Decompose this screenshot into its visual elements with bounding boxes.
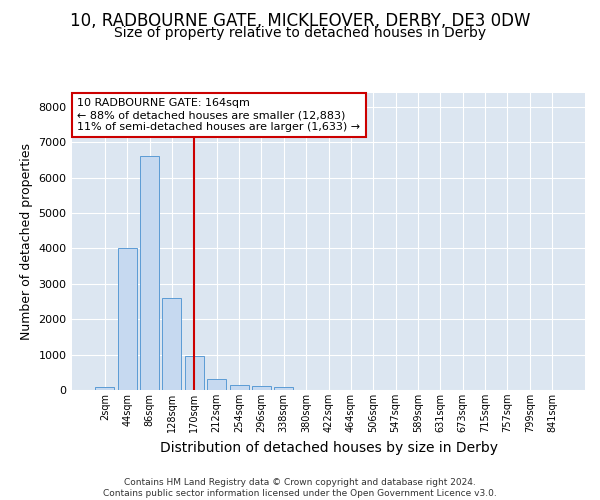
Bar: [140, 156, 159, 390]
Bar: [274, 386, 293, 390]
Text: Contains HM Land Registry data © Crown copyright and database right 2024.
Contai: Contains HM Land Registry data © Crown c…: [103, 478, 497, 498]
Bar: [118, 248, 137, 390]
Bar: [230, 386, 248, 390]
Bar: [207, 378, 226, 390]
Y-axis label: Number of detached properties: Number of detached properties: [20, 143, 33, 340]
Bar: [163, 298, 181, 390]
Text: 10, RADBOURNE GATE, MICKLEOVER, DERBY, DE3 0DW: 10, RADBOURNE GATE, MICKLEOVER, DERBY, D…: [70, 12, 530, 30]
Bar: [185, 356, 204, 390]
Text: 10 RADBOURNE GATE: 164sqm
← 88% of detached houses are smaller (12,883)
11% of s: 10 RADBOURNE GATE: 164sqm ← 88% of detac…: [77, 98, 360, 132]
Bar: [252, 386, 271, 390]
X-axis label: Distribution of detached houses by size in Derby: Distribution of detached houses by size …: [160, 440, 497, 454]
Bar: [95, 388, 115, 390]
Text: Size of property relative to detached houses in Derby: Size of property relative to detached ho…: [114, 26, 486, 40]
